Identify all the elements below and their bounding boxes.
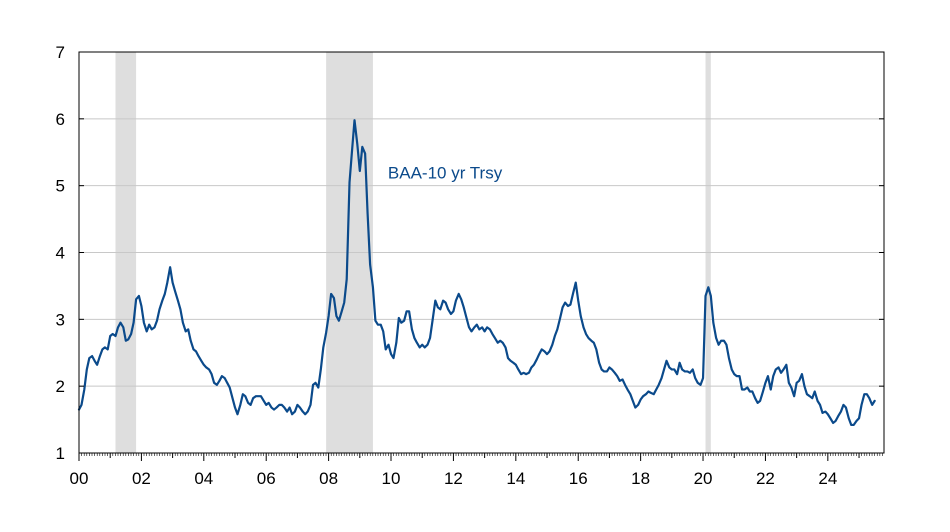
y-tick-label-6: 6 xyxy=(56,110,65,129)
gridlines xyxy=(79,118,884,387)
series-annotation: BAA-10 yr Trsy xyxy=(388,163,503,182)
x-tick-label-08: 08 xyxy=(319,469,338,488)
y-tick-label-2: 2 xyxy=(56,377,65,396)
x-tick-label-10: 10 xyxy=(382,469,401,488)
x-tick-label-18: 18 xyxy=(631,469,650,488)
y-tick-label-5: 5 xyxy=(56,177,65,196)
x-tick-label-14: 14 xyxy=(506,469,525,488)
x-tick-label-16: 16 xyxy=(569,469,588,488)
y-tick-label-4: 4 xyxy=(56,244,65,263)
y-tick-label-3: 3 xyxy=(56,310,65,329)
x-tick-label-02: 02 xyxy=(132,469,151,488)
x-tick-label-06: 06 xyxy=(257,469,276,488)
x-tick-label-12: 12 xyxy=(444,469,463,488)
x-tick-label-04: 04 xyxy=(194,469,213,488)
series-layer xyxy=(77,119,876,427)
y-tick-label-7: 7 xyxy=(56,43,65,62)
x-tick-label-00: 00 xyxy=(70,469,89,488)
x-tick-label-24: 24 xyxy=(818,469,837,488)
series-points-1 xyxy=(78,120,875,425)
y-tick-labels: 1 2 3 4 5 6 7 xyxy=(56,43,65,463)
y-tick-label-1: 1 xyxy=(56,444,65,463)
x-tick-label-20: 20 xyxy=(694,469,713,488)
x-tick-label-22: 22 xyxy=(756,469,775,488)
axis-ticks xyxy=(78,51,884,461)
x-tick-labels: 00 02 04 06 08 10 12 14 16 18 20 22 24 xyxy=(70,469,838,488)
